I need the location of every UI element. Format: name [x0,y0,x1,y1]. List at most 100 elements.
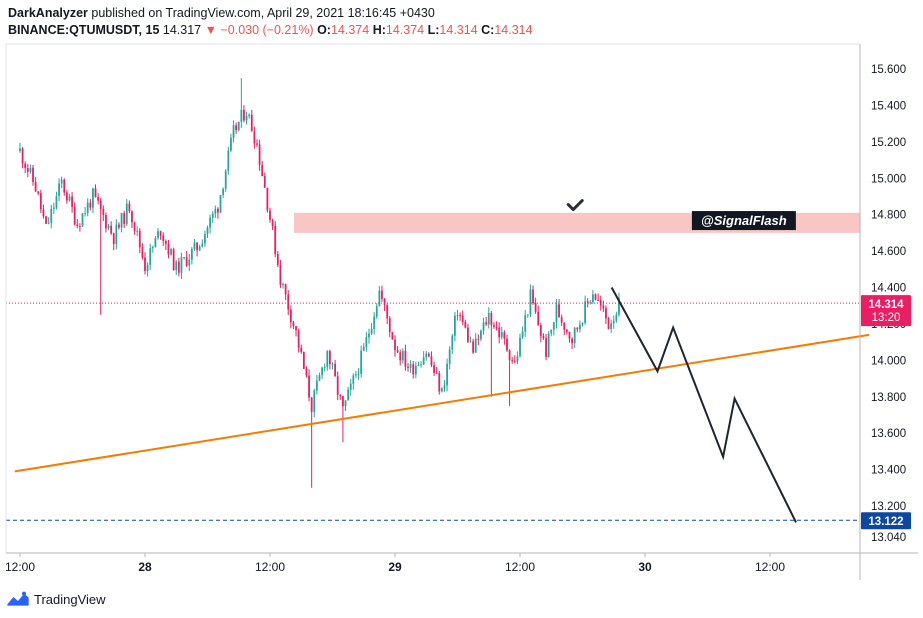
candle [170,249,172,255]
candle [344,400,347,407]
price-tick-label: 15.200 [871,137,906,149]
candle [248,114,251,117]
candle [276,254,279,266]
candle [159,231,162,236]
candle [63,179,66,193]
candle [401,350,404,361]
candle [289,309,292,323]
candle [578,324,581,330]
candle [110,225,113,234]
candle [438,373,441,392]
candle [118,224,120,228]
candle [357,373,360,375]
candle [362,347,365,351]
candle [274,225,277,255]
candle [602,305,605,309]
candle [237,121,240,131]
price-tick-label: 14.400 [871,283,906,295]
time-tick-label: 30 [638,560,652,574]
candle [495,326,498,328]
candle [240,109,243,122]
candle [120,213,123,228]
time-tick-label: 28 [138,560,152,574]
candle [73,206,76,225]
candle [368,333,370,338]
candle [323,367,326,369]
candle [334,363,337,377]
candle [287,294,290,310]
time-tick-label: 12:00 [505,560,535,574]
author-name[interactable]: DarkAnalyzer [8,6,88,20]
candle [563,322,566,330]
candle [443,385,446,389]
candle [266,187,269,211]
tradingview-logo-icon[interactable] [6,591,30,607]
candle [78,226,81,228]
candle [245,116,248,121]
candle [144,257,146,272]
time-tick-label: 12:00 [5,560,35,574]
candle [370,328,373,334]
candle [422,357,425,365]
candle [284,283,287,295]
candle [360,350,363,374]
time-tick-label: 29 [388,560,402,574]
candle [76,224,79,227]
target-badge [861,512,911,530]
candle [568,331,571,339]
candle [131,211,133,223]
candle [573,327,576,344]
symbol-name[interactable]: BINANCE:QTUMUSDT, 15 [8,23,160,37]
close-label: C: [481,23,495,37]
candle [21,148,24,164]
open-value: 14.374 [330,23,370,37]
candle [193,242,196,249]
candle [279,265,282,285]
candle [58,183,60,196]
candle [537,311,540,326]
candle [32,167,34,183]
candle [224,170,227,189]
candle [524,315,527,332]
candle [157,231,159,239]
candle [175,261,178,271]
price-tick-label: 14.800 [871,210,906,222]
candle [615,314,618,321]
candle [42,209,45,217]
footer-brand[interactable]: TradingView [34,591,106,607]
candle [68,196,71,201]
candle [133,222,136,232]
candle [243,109,245,121]
candle [339,394,342,397]
price-tick-label: 13.200 [871,501,906,513]
candle [342,396,344,407]
candle [162,235,165,241]
chart-header: DarkAnalyzer published on TradingView.co… [8,5,533,38]
candle [420,364,422,366]
price-tick-label: 13.800 [871,392,906,404]
candle [180,257,183,273]
candle [92,188,94,208]
candle [214,208,217,214]
candle [102,208,105,215]
candle [547,333,550,357]
candle [584,301,587,323]
candle [128,203,131,212]
drawings-layer: @SignalFlash [6,199,870,523]
candle [558,304,560,318]
candle [94,188,97,198]
time-tick-label: 12:00 [755,560,785,574]
candle [222,188,225,195]
candle [99,200,102,209]
candle [381,290,383,299]
candle [188,259,191,266]
candle [461,315,464,322]
candle [526,314,529,316]
projection-path [610,287,797,523]
candle [474,338,477,353]
price-change: −0.030 (−0.21%) [220,23,314,37]
candle [232,125,235,138]
candle [391,332,394,340]
price-badge-countdown: 13:20 [872,312,901,324]
